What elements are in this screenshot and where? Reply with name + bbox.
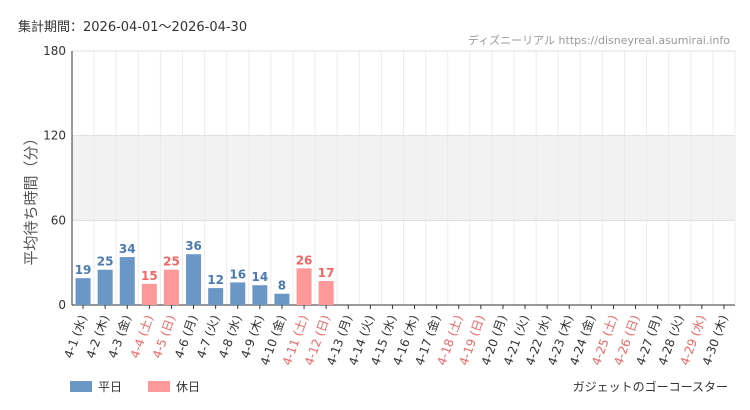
bar [274,293,290,305]
legend-label-weekday: 平日 [98,380,123,394]
bar [119,257,135,305]
bar [230,282,246,305]
legend-swatch-holiday [148,381,171,392]
bar [75,278,91,305]
y-tick-label: 180 [43,44,66,58]
data-label: 19 [75,263,92,277]
legend: 平日 休日 [70,378,200,395]
data-label: 34 [119,242,136,256]
y-tick-label: 0 [58,298,66,312]
data-label: 15 [141,269,158,283]
y-tick-label: 120 [43,129,66,143]
source-label: ディズニーリアル https://disneyreal.asumirai.inf… [467,34,730,47]
data-label: 25 [163,255,180,269]
bar [208,288,224,305]
data-label: 14 [251,270,268,284]
data-label: 16 [229,267,246,281]
data-label: 26 [296,253,313,267]
attraction-name: ガジェットのゴーコースター [572,380,728,394]
bar [252,285,268,305]
legend-swatch-weekday [70,381,92,392]
bar [97,269,113,305]
data-label: 36 [185,239,202,253]
bar [318,281,334,305]
period-label: 集計期間：2026-04-01～2026-04-30 [18,20,248,35]
data-label: 17 [318,266,335,280]
legend-label-holiday: 休日 [176,380,201,394]
bar [163,269,179,305]
bar [296,268,312,305]
data-label: 12 [207,273,224,287]
bar [141,283,157,305]
bar [186,254,202,305]
data-label: 25 [97,255,114,269]
y-axis-label: 平均待ち時間（分） [22,130,40,265]
data-label: 8 [278,279,286,293]
y-tick-label: 60 [51,213,66,227]
